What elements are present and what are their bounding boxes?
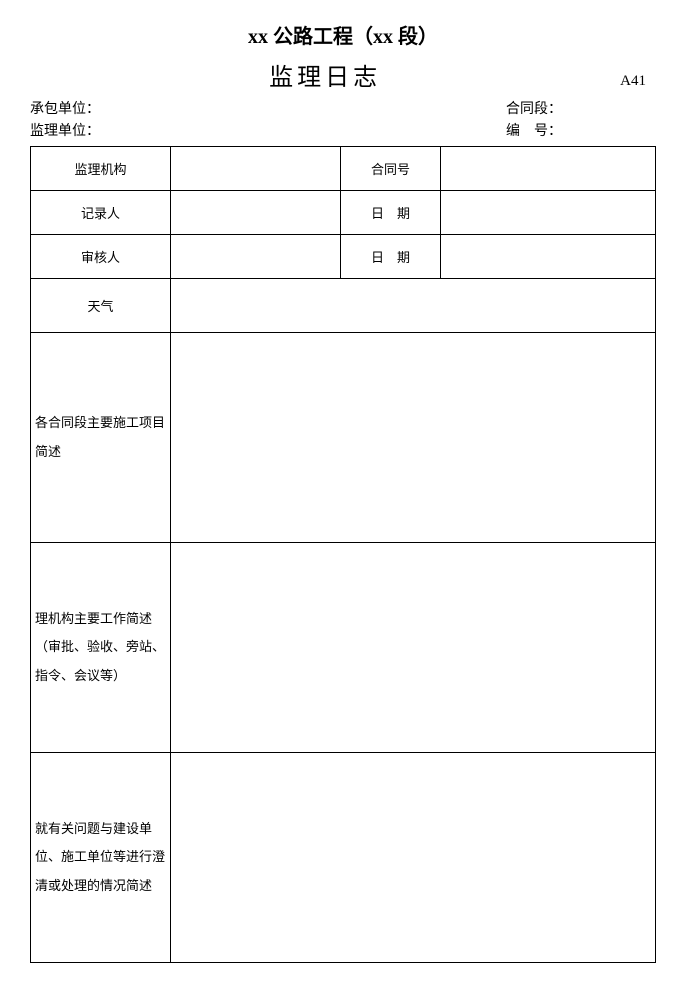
cell-issue-summary-value [171,753,656,963]
info-row-2: 监理单位： 编 号： [30,120,656,140]
document-title: 监理日志 [30,57,620,92]
table-row: 理机构主要工作简述（审批、验收、旁站、指令、会议等） [31,543,656,753]
cell-contract-no-label: 合同号 [341,147,441,191]
cell-weather-value [171,279,656,333]
cell-supervision-org-label: 监理机构 [31,147,171,191]
supervisor-label: 监理单位： [30,120,506,140]
cell-contract-no-value [441,147,656,191]
cell-recorder-label: 记录人 [31,191,171,235]
cell-date2-value [441,235,656,279]
cell-date2-label: 日 期 [341,235,441,279]
table-row: 天气 [31,279,656,333]
cell-supervision-org-value [171,147,341,191]
cell-weather-label: 天气 [31,279,171,333]
form-code: A41 [620,73,646,90]
contractor-label: 承包单位： [30,98,506,118]
contract-section-label: 合同段： [506,98,656,118]
info-row-1: 承包单位： 合同段： [30,98,656,118]
main-table: 监理机构 合同号 记录人 日 期 审核人 日 期 天气 各合同段主要施工项目简述… [30,146,656,963]
cell-work-summary-label: 理机构主要工作简述（审批、验收、旁站、指令、会议等） [31,543,171,753]
table-row: 记录人 日 期 [31,191,656,235]
cell-recorder-value [171,191,341,235]
cell-construction-summary-label: 各合同段主要施工项目简述 [31,333,171,543]
cell-date1-label: 日 期 [341,191,441,235]
title-row: 监理日志 A41 [30,57,656,92]
cell-issue-summary-label: 就有关问题与建设单位、施工单位等进行澄清或处理的情况简述 [31,753,171,963]
table-row: 审核人 日 期 [31,235,656,279]
project-title: xx 公路工程（xx 段） [30,20,656,49]
table-row: 就有关问题与建设单位、施工单位等进行澄清或处理的情况简述 [31,753,656,963]
cell-reviewer-label: 审核人 [31,235,171,279]
table-row: 监理机构 合同号 [31,147,656,191]
cell-construction-summary-value [171,333,656,543]
cell-reviewer-value [171,235,341,279]
serial-label: 编 号： [506,120,656,140]
cell-work-summary-value [171,543,656,753]
cell-date1-value [441,191,656,235]
table-row: 各合同段主要施工项目简述 [31,333,656,543]
